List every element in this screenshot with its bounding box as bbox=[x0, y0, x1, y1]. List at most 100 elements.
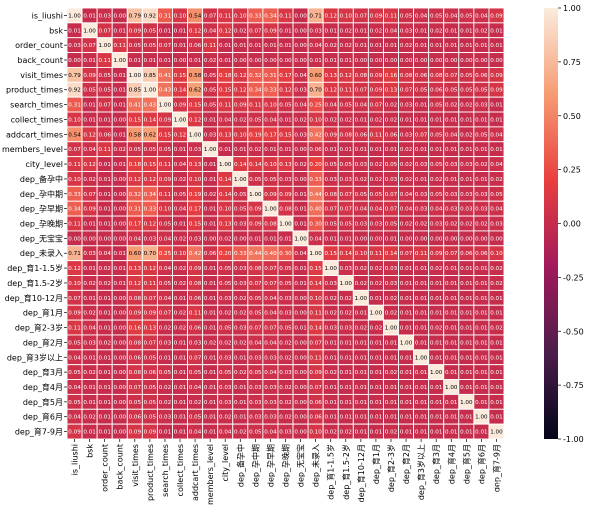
cell-value-label: 0.05 bbox=[430, 132, 443, 138]
cell-value-label: 0.01 bbox=[83, 430, 96, 436]
cell-value-label: 0.00 bbox=[355, 58, 368, 64]
cell-value-label: 0.01 bbox=[219, 43, 232, 49]
cell-value-label: 0.01 bbox=[279, 147, 292, 153]
cell-value-label: 0.00 bbox=[294, 177, 307, 183]
cell-value-label: 0.01 bbox=[355, 430, 368, 436]
cell-value-label: 0.01 bbox=[355, 43, 368, 49]
cell-value-label: 0.03 bbox=[385, 177, 398, 183]
cell-value-label: 0.10 bbox=[264, 162, 277, 168]
cell-value-label: 1.00 bbox=[309, 251, 322, 257]
cell-value-label: 1.00 bbox=[324, 266, 337, 272]
column-label: collect_times bbox=[176, 444, 185, 496]
cell-value-label: 0.03 bbox=[415, 162, 428, 168]
cell-value-label: 0.03 bbox=[294, 88, 307, 94]
cell-value-label: 0.02 bbox=[340, 117, 352, 123]
cell-value-label: 0.11 bbox=[114, 43, 127, 49]
cell-value-label: 0.11 bbox=[68, 162, 81, 168]
cell-value-label: 0.13 bbox=[189, 162, 202, 168]
cell-value-label: 0.02 bbox=[234, 311, 246, 317]
cell-value-label: 0.01 bbox=[430, 281, 443, 287]
cell-value-label: 0.11 bbox=[144, 281, 157, 287]
cell-value-label: 0.05 bbox=[204, 73, 217, 79]
cell-value-label: 0.01 bbox=[204, 296, 217, 302]
colorbar-tick-label: -0.75 bbox=[563, 381, 584, 390]
cell-value-label: 0.01 bbox=[204, 355, 217, 361]
cell-value-label: 0.09 bbox=[174, 103, 187, 109]
cell-value-label: 0.00 bbox=[114, 311, 127, 317]
cell-value-label: 0.01 bbox=[445, 43, 458, 49]
cell-value-label: 0.16 bbox=[385, 73, 398, 79]
cell-value-label: 0.03 bbox=[475, 103, 488, 109]
cell-value-label: 0.12 bbox=[234, 88, 246, 94]
cell-value-label: 0.01 bbox=[430, 296, 443, 302]
cell-value-label: 0.05 bbox=[430, 103, 443, 109]
cell-value-label: 0.07 bbox=[445, 251, 458, 257]
cell-value-label: 0.15 bbox=[174, 73, 187, 79]
row-label: members_level bbox=[2, 145, 63, 154]
cell-value-label: 0.00 bbox=[400, 236, 413, 242]
cell-value-label: 0.07 bbox=[415, 132, 428, 138]
cell-value-label: 0.20 bbox=[309, 162, 322, 168]
cell-value-label: 0.33 bbox=[264, 88, 277, 94]
cell-value-label: 0.04 bbox=[370, 207, 383, 213]
cell-value-label: 0.01 bbox=[460, 385, 473, 391]
cell-value-label: 0.07 bbox=[189, 355, 202, 361]
cell-value-label: 0.01 bbox=[370, 147, 383, 153]
column-label: dep_孕早期 bbox=[266, 444, 275, 487]
cell-value-label: 0.01 bbox=[490, 355, 503, 361]
cell-value-label: 0.01 bbox=[98, 296, 111, 302]
cell-value-label: 0.03 bbox=[340, 326, 353, 332]
cell-value-label: 0.07 bbox=[309, 385, 322, 391]
cell-value-label: 0.12 bbox=[234, 73, 246, 79]
cell-value-label: 0.02 bbox=[370, 117, 382, 123]
cell-value-label: 0.00 bbox=[249, 58, 262, 64]
cell-value-label: 0.02 bbox=[83, 370, 95, 376]
cell-value-label: 0.02 bbox=[294, 117, 306, 123]
colorbar-tick-label: 0.25 bbox=[563, 166, 581, 175]
cell-value-label: 0.01 bbox=[490, 117, 503, 123]
cell-value-label: 0.44 bbox=[249, 251, 262, 257]
cell-value-label: 0.01 bbox=[370, 400, 383, 406]
cell-value-label: 0.01 bbox=[249, 43, 262, 49]
cell-value-label: 0.01 bbox=[475, 430, 488, 436]
cell-value-label: 0.07 bbox=[264, 281, 277, 287]
cell-value-label: 0.07 bbox=[340, 207, 353, 213]
cell-value-label: 0.11 bbox=[249, 103, 262, 109]
cell-value-label: 0.01 bbox=[415, 28, 428, 34]
cell-value-label: 0.01 bbox=[400, 281, 413, 287]
cell-value-label: 0.05 bbox=[355, 192, 368, 198]
cell-value-label: 0.05 bbox=[234, 207, 247, 213]
cell-value-label: 0.01 bbox=[430, 415, 443, 421]
cell-value-label: 0.00 bbox=[114, 326, 127, 332]
column-label: product_times bbox=[146, 444, 155, 501]
cell-value-label: 0.04 bbox=[309, 43, 322, 49]
cell-value-label: 0.00 bbox=[294, 13, 307, 19]
cell-value-label: 0.02 bbox=[324, 370, 336, 376]
cell-value-label: 0.01 bbox=[475, 326, 488, 332]
cell-value-label: 0.11 bbox=[309, 355, 322, 361]
cell-value-label: 0.14 bbox=[249, 162, 262, 168]
cell-value-label: 0.09 bbox=[129, 311, 142, 317]
row-label: city_level bbox=[25, 160, 63, 169]
cell-value-label: 0.14 bbox=[174, 88, 187, 94]
cell-value-label: 0.01 bbox=[430, 430, 443, 436]
colorbar-tick-label: -1.00 bbox=[563, 435, 584, 444]
cell-value-label: 0.14 bbox=[309, 281, 322, 287]
row-label: dep_育7-9月 bbox=[15, 427, 63, 437]
cell-value-label: 0.01 bbox=[174, 430, 187, 436]
cell-value-label: 0.05 bbox=[264, 177, 277, 183]
row-label: dep_育4月 bbox=[23, 382, 63, 392]
cell-value-label: 0.01 bbox=[370, 415, 383, 421]
cell-value-label: 0.07 bbox=[370, 103, 383, 109]
cell-value-label: 0.07 bbox=[159, 43, 172, 49]
cell-value-label: 0.02 bbox=[204, 192, 216, 198]
cell-value-label: 0.00 bbox=[294, 311, 307, 317]
cell-value-label: 0.03 bbox=[279, 430, 292, 436]
column-label: members_level bbox=[206, 444, 215, 505]
cell-value-label: 0.01 bbox=[475, 355, 488, 361]
cell-value-label: 0.06 bbox=[129, 415, 142, 421]
cell-value-label: 0.12 bbox=[189, 28, 201, 34]
cell-value-label: 1.00 bbox=[249, 192, 262, 198]
